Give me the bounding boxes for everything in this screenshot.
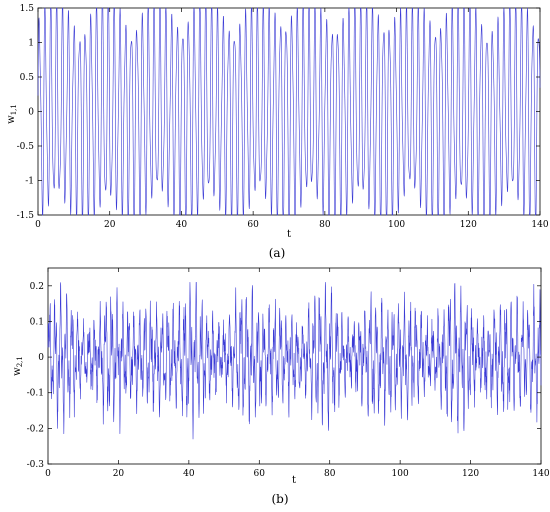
y-tick-label: 0.5: [20, 73, 35, 83]
x-tick-label: 60: [254, 469, 266, 479]
y-tick-label: -0.5: [17, 142, 35, 152]
caption-b: (b): [271, 492, 288, 506]
y-tick-label: 0.1: [30, 317, 44, 327]
y-tick-label: -0.2: [27, 424, 44, 434]
y-axis-b: 0.2 0.1 0 -0.1 -0.2 -0.3: [27, 282, 541, 470]
x-tick-label: 20: [104, 220, 116, 230]
x-tick-label: 140: [532, 469, 549, 479]
x-tick-label: 120: [462, 469, 479, 479]
series-line-w11: [37, 7, 541, 216]
y-tick-label: 0.2: [30, 282, 44, 292]
x-tick-label: 80: [319, 220, 331, 230]
x-tick-label: 100: [392, 469, 409, 479]
chart-panel-a: 1.510.50-0.5-1-1.5 0 20 40 60 80 100 120 140 t …: [6, 4, 549, 260]
x-axis-b: 0 20 40 60 80 100 120 140: [45, 268, 550, 479]
y-axis-a: 1.5 1 0.5 0 -0.5 -1 -1.5: [17, 4, 540, 221]
y-tick-label: -0.3: [27, 460, 45, 470]
x-tick-label: 80: [324, 469, 336, 479]
x-tick-label: 100: [388, 220, 405, 230]
x-axis-a: 0 20 40 60 80 100 120 140: [35, 8, 549, 230]
x-tick-label: 0: [35, 220, 41, 230]
x-tick-label: 40: [183, 469, 195, 479]
x-tick-label: 40: [176, 220, 188, 230]
y-tick-label: -1: [25, 177, 34, 187]
x-tick-label: 0: [45, 469, 51, 479]
y-tick-label: 0: [28, 108, 34, 118]
x-tick-label: 120: [460, 220, 477, 230]
x-tick-label: 140: [531, 220, 548, 230]
y-axis-label-a: w1,1: [6, 104, 18, 124]
x-tick-label: 60: [247, 220, 259, 230]
y-tick-label: 0: [38, 353, 44, 363]
chart-panel-b: 0.2 0.1 0 -0.1 -0.2 -0.3 0 20 40 60 80 100 120 140 t…: [12, 267, 550, 506]
caption-a: (a): [269, 246, 286, 260]
x-axis-label-b: t: [292, 475, 296, 486]
y-tick-label: 1: [28, 39, 34, 49]
y-tick-label: -1.5: [17, 211, 35, 221]
y-tick-label: -0.1: [27, 389, 44, 399]
y-tick-label: 1.5: [20, 4, 35, 14]
x-axis-label-a: t: [287, 229, 291, 240]
x-tick-label: 20: [113, 469, 125, 479]
y-axis-label-b: w2,1: [12, 356, 24, 376]
series-line-w21: [47, 281, 542, 440]
